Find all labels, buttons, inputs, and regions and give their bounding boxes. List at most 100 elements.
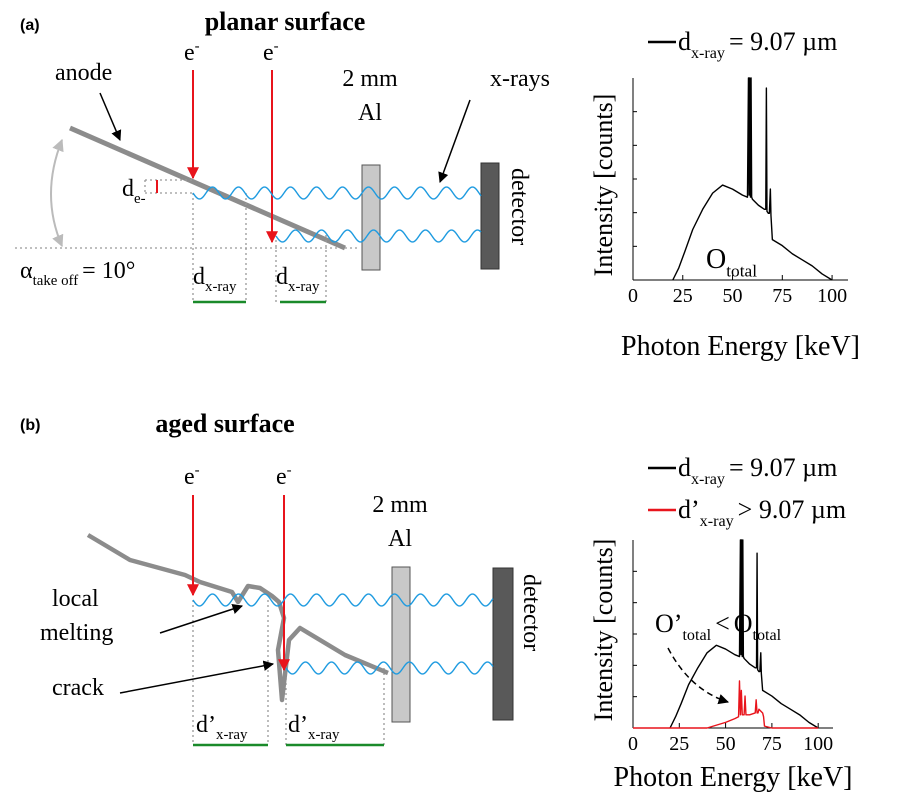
detector (480, 162, 500, 270)
annotation-part: O (734, 609, 753, 638)
panel-label: (a) (20, 17, 40, 34)
path-label-part: d’ (196, 712, 216, 738)
panel-label: (b) (20, 417, 40, 434)
takeoff-label: αtake off = 10° (20, 258, 135, 289)
electron-label: e- (184, 38, 200, 66)
path-label: d’x-ray (288, 712, 340, 743)
electron-label-part: e (184, 464, 195, 490)
electron-label: e- (276, 462, 292, 490)
pointer-arrow (99, 92, 122, 141)
spectrum-line (672, 77, 833, 281)
annotation-part: total (753, 627, 782, 644)
xray-wave (285, 661, 494, 675)
annotation-part: < (715, 609, 730, 638)
x-axis-title: Photon Energy [keV] (621, 331, 860, 362)
x-tick-label: 25 (673, 285, 693, 307)
panel-a-diagram (15, 70, 500, 304)
depth-label-part: d (122, 176, 134, 202)
x-tick-label: 75 (772, 285, 792, 307)
annotation-part: total (726, 261, 757, 280)
x-tick-label: 50 (723, 285, 743, 307)
electron-label-part: e (184, 40, 195, 66)
filter-label: 2 mm (372, 492, 428, 518)
panel-title: aged surface (155, 409, 294, 438)
path-label: dx-ray (276, 264, 320, 295)
path-label-part: x-ray (288, 279, 320, 295)
electron-label-part: - (287, 462, 292, 478)
annotation: O’total < Ototal (655, 609, 782, 644)
y-axis-title: Intensity [counts] (589, 539, 618, 722)
xrays-label: x-rays (490, 66, 550, 92)
annotation-part: total (682, 627, 711, 644)
spectrum-line (633, 680, 819, 729)
al-filter (361, 164, 381, 271)
electron-label-part: e (263, 40, 274, 66)
anode-label: anode (55, 60, 112, 86)
x-tick-label: 25 (669, 733, 689, 755)
guides (144, 179, 327, 302)
legend-entry-part: d (678, 453, 691, 482)
electron-label: e- (263, 38, 279, 66)
takeoff-label-part: take off (33, 273, 79, 289)
x-tick-label: 100 (803, 733, 833, 755)
pointer-arrow (159, 603, 243, 634)
x-tick-label: 0 (628, 285, 638, 307)
path-label-part: x-ray (216, 727, 248, 743)
y-axis-title: Intensity [counts] (589, 94, 618, 277)
depth-label: de- (122, 176, 146, 207)
xray-wave (192, 186, 482, 200)
annotation-part: O (706, 244, 726, 275)
legend-entry-part: x-ray (700, 513, 734, 530)
x-axis-title: Photon Energy [keV] (614, 762, 853, 793)
path-label: dx-ray (193, 264, 237, 295)
pointer-arrow (438, 99, 471, 183)
xray-wave (192, 593, 494, 607)
annotation-part: O’ (655, 609, 682, 638)
rough-anode (86, 533, 389, 703)
detector-label: detector (506, 168, 532, 245)
path-label-part: x-ray (205, 279, 237, 295)
legend-entry-part: x-ray (691, 45, 725, 62)
note-label: melting (40, 620, 113, 646)
plot-area (633, 539, 819, 729)
electron-label-part: - (274, 38, 279, 54)
filter-label: 2 mm (342, 66, 398, 92)
path-label-part: d (276, 264, 288, 290)
al-filter (391, 566, 411, 723)
legend-entry-part: x-ray (691, 471, 725, 488)
filter-label: Al (388, 526, 412, 552)
legend-entry-part: = 9.07 µm (729, 453, 837, 482)
depth-label-part: e- (134, 191, 146, 207)
legend-entry-part: d (678, 27, 691, 56)
legend-entry: dx-ray = 9.07 µm (678, 453, 837, 488)
path-label-part: x-ray (308, 727, 340, 743)
legend-entry-part: d’ (678, 495, 700, 524)
legend-entry: d’x-ray > 9.07 µm (678, 495, 846, 530)
takeoff-label-part: α (20, 258, 33, 284)
guides (192, 600, 385, 745)
electron-label-part: - (195, 38, 200, 54)
note-label: crack (52, 675, 104, 701)
pointer-arrow (119, 660, 275, 694)
takeoff-label-part: = 10° (82, 258, 135, 284)
panel-b-diagram (86, 495, 730, 747)
x-tick-label: 50 (716, 733, 736, 755)
x-tick-label: 0 (628, 733, 638, 755)
panel-title: planar surface (205, 7, 366, 36)
path-label-part: d (193, 264, 205, 290)
spectrum-line (669, 539, 819, 729)
detector-label: detector (518, 574, 544, 651)
x-tick-label: 75 (762, 733, 782, 755)
legend-entry-part: > 9.07 µm (738, 495, 846, 524)
electron-label-part: - (195, 462, 200, 478)
filter-label: Al (358, 100, 382, 126)
plot-area (672, 77, 833, 281)
xray-wave (275, 229, 482, 243)
angle-arc (50, 138, 64, 248)
annotation: Ototal (706, 244, 757, 280)
path-label-part: d’ (288, 712, 308, 738)
electron-label-part: e (276, 464, 287, 490)
detector (492, 567, 514, 721)
legend-entry-part: = 9.07 µm (729, 27, 837, 56)
